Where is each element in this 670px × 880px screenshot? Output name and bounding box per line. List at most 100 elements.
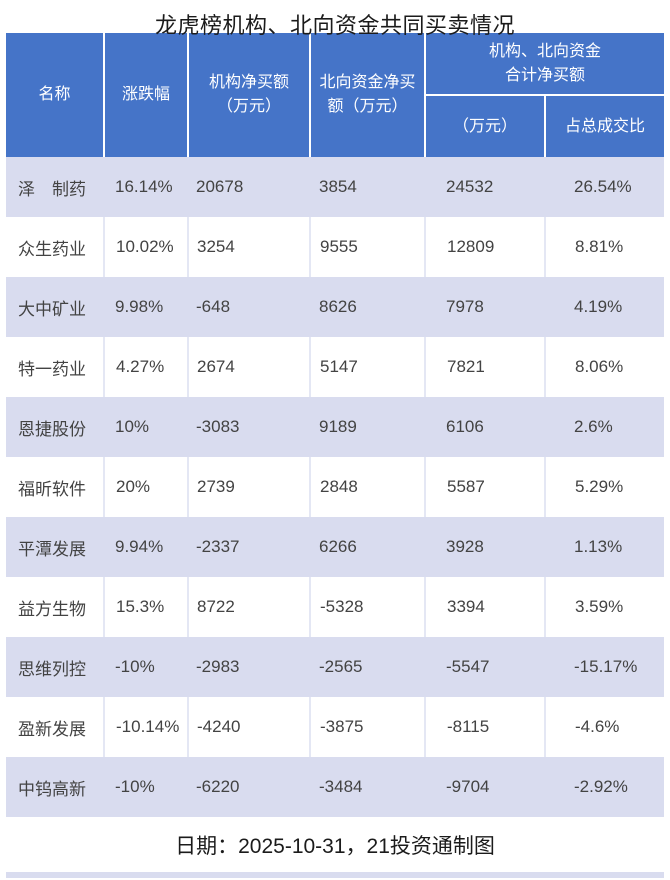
north-net-buy-cell: 9555 [310,217,426,277]
header-label: 占总成交比 [565,117,646,135]
change-cell: 10% [104,397,188,457]
stock-name-cell: 恩捷股份 [6,397,104,457]
header-cell-combined-pct: 占总成交比 [545,95,665,157]
combined-pct-cell: 26.54% [545,157,665,217]
header-cell-inst-net-buy: 机构净买额 （万元） [188,33,311,157]
inst-net-buy-cell: -3083 [188,397,310,457]
table-row: 平潭发展 9.94% -2337 6266 3928 1.13% [6,517,665,577]
stock-name-cell: 特一药业 [6,337,105,397]
change-cell: 16.14% [104,157,188,217]
north-net-buy-cell: -2565 [310,637,425,697]
combined-pct-cell: 8.81% [545,217,665,277]
stock-name-cell: 平潭发展 [6,517,104,577]
table-row: 中钨高新 -10% -6220 -3484 -9704 -2.92% [6,757,665,817]
combined-pct-cell: -15.17% [545,637,665,697]
inst-net-buy-cell: 2674 [188,337,311,397]
footer-row: 日期：2025-10-31，21投资通制图 [6,817,665,878]
header-cell-change: 涨跌幅 [104,33,189,157]
north-net-buy-cell: 3854 [310,157,425,217]
north-net-buy-cell: -3484 [310,757,425,817]
change-cell: -10% [104,757,188,817]
header-label: （万元） [452,117,517,135]
combined-amount-cell: 6106 [425,397,545,457]
table-row: 泽 制药 16.14% 20678 3854 24532 26.54% [6,157,665,217]
stock-name-cell: 盈新发展 [6,697,105,757]
change-cell: 9.94% [104,517,188,577]
combined-amount-cell: 12809 [425,217,546,277]
header-label-line1: 机构、北向资金 [489,42,602,60]
inst-net-buy-cell: -2337 [188,517,310,577]
north-net-buy-cell: -3875 [310,697,426,757]
combined-pct-cell: 3.59% [545,577,665,637]
footer-note: 日期：2025-10-31，21投资通制图 [6,817,665,878]
stock-name-cell: 大中矿业 [6,277,104,337]
inst-net-buy-cell: 20678 [188,157,310,217]
inst-net-buy-cell: -6220 [188,757,310,817]
header-row-sub: （万元） 占总成交比 [6,95,665,157]
north-net-buy-cell: 5147 [310,337,426,397]
change-cell: 9.98% [104,277,188,337]
header-cell-name: 名称 [6,33,105,157]
combined-amount-cell: 7821 [425,337,546,397]
header-label-line2: 额（万元） [327,98,408,115]
change-cell: 4.27% [104,337,189,397]
inst-net-buy-cell: -2983 [188,637,310,697]
header-cell-combined-amount: （万元） [425,95,546,157]
combined-pct-cell: 8.06% [545,337,665,397]
table-body: 泽 制药 16.14% 20678 3854 24532 26.54% 众生药业 10.02%… [6,157,665,817]
combined-amount-cell: -8115 [425,697,546,757]
page-title: 龙虎榜机构、北向资金共同买卖情况 [154,13,515,38]
change-cell: 20% [104,457,189,517]
change-cell: 15.3% [104,577,189,637]
combined-pct-cell: 4.19% [545,277,665,337]
header-row-top: 名称 涨跌幅 机构净买额 （万元） 北向资金净买 额（万元） 机构、北向资金 合… [6,33,665,157]
stock-name-cell: 益方生物 [6,577,105,637]
table-row: 众生药业 10.02% 3254 9555 12809 8.81% [6,217,665,277]
header-label-line1: 机构净买额 [208,74,289,91]
header-label: 涨跌幅 [121,86,170,103]
combined-amount-cell: 3394 [425,577,546,637]
north-net-buy-cell: 9189 [310,397,425,457]
north-net-buy-cell: -5328 [310,577,426,637]
inst-net-buy-cell: 2739 [188,457,311,517]
stock-name-cell: 泽 制药 [6,157,104,217]
change-cell: -10.14% [104,697,189,757]
inst-net-buy-cell: 3254 [188,217,311,277]
combined-amount-cell: 24532 [425,157,545,217]
table-row: 福昕软件 20% 2739 2848 5587 5.29% [6,457,665,517]
change-cell: 10.02% [104,217,189,277]
inst-net-buy-cell: -4240 [188,697,311,757]
north-net-buy-cell: 2848 [310,457,426,517]
table-header: 名称 涨跌幅 机构净买额 （万元） 北向资金净买 额（万元） 机构、北向资金 合… [6,33,665,157]
header-label-line2: （万元） [216,98,281,115]
table-row: 思维列控 -10% -2983 -2565 -5547 -15.17% [6,637,665,697]
header-label: 名称 [38,86,71,103]
combined-pct-cell: 5.29% [545,457,665,517]
inst-net-buy-cell: 8722 [188,577,311,637]
combined-amount-cell: 3928 [425,517,545,577]
combined-amount-cell: -5547 [425,637,545,697]
combined-amount-cell: -9704 [425,757,545,817]
header-label-line2: 合计净买额 [505,66,586,84]
inst-net-buy-cell: -648 [188,277,310,337]
lhb-table: 名称 涨跌幅 机构净买额 （万元） 北向资金净买 额（万元） 机构、北向资金 合… [6,33,665,878]
header-label-line1: 北向资金净买 [319,74,416,91]
combined-amount-cell: 5587 [425,457,546,517]
north-net-buy-cell: 6266 [310,517,425,577]
table-footer: 日期：2025-10-31，21投资通制图 [6,817,665,878]
table-row: 盈新发展 -10.14% -4240 -3875 -8115 -4.6% [6,697,665,757]
table-row: 益方生物 15.3% 8722 -5328 3394 3.59% [6,577,665,637]
table-row: 特一药业 4.27% 2674 5147 7821 8.06% [6,337,665,397]
stock-name-cell: 思维列控 [6,637,104,697]
table-row: 大中矿业 9.98% -648 8626 7978 4.19% [6,277,665,337]
stock-name-cell: 众生药业 [6,217,105,277]
north-net-buy-cell: 8626 [310,277,425,337]
combined-pct-cell: 1.13% [545,517,665,577]
combined-pct-cell: -2.92% [545,757,665,817]
header-cell-combined-group: 机构、北向资金 合计净买额 [425,33,665,96]
header-cell-north-net-buy: 北向资金净买 额（万元） [310,33,426,157]
table-row: 恩捷股份 10% -3083 9189 6106 2.6% [6,397,665,457]
combined-pct-cell: 2.6% [545,397,665,457]
change-cell: -10% [104,637,188,697]
